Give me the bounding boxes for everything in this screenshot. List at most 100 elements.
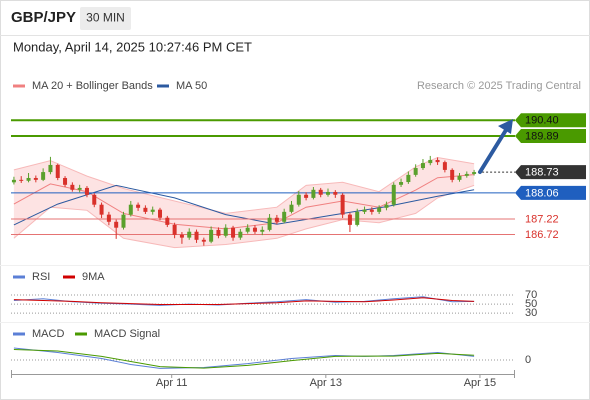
candle-body: [377, 207, 382, 212]
candle-body: [165, 217, 170, 225]
candle-body: [209, 229, 214, 242]
candle-body: [179, 234, 184, 238]
candle-body: [216, 229, 221, 236]
forecast-arrowhead: [498, 119, 513, 134]
candle-body: [252, 227, 257, 232]
macd-line: [13, 347, 475, 369]
candle-body: [340, 194, 345, 215]
candle-body: [369, 209, 374, 212]
candle-body: [362, 209, 367, 212]
candle-body: [11, 179, 16, 183]
macd-line: [13, 349, 475, 369]
candle-body: [472, 172, 477, 174]
candle-body: [326, 191, 331, 195]
candle-body: [223, 227, 228, 236]
candle-body: [150, 209, 155, 212]
level-label: 190.40: [525, 115, 559, 127]
level-label: 188.06: [525, 187, 559, 199]
candle-body: [457, 175, 462, 180]
candle-body: [121, 214, 126, 228]
candle-body: [26, 177, 31, 181]
legend-macd: MACD: [32, 328, 64, 340]
candle-body: [55, 164, 60, 178]
candle-body: [84, 187, 89, 195]
level-label: 186.72: [525, 229, 559, 241]
rsi-tick-label: 50: [525, 298, 537, 310]
candle-body: [187, 231, 192, 238]
candle-body: [311, 189, 316, 198]
candle-body: [231, 227, 236, 238]
candle-body: [245, 227, 250, 232]
candle-body: [391, 184, 396, 205]
rsi-tick-label: 70: [525, 289, 537, 301]
x-tick-label: Apr 15: [464, 377, 496, 389]
rsi-tick-label: 30: [525, 307, 537, 319]
candle-body: [267, 217, 272, 230]
level-label-box: [515, 165, 586, 180]
legend-macd: MACD Signal: [94, 328, 160, 340]
candle-body: [70, 184, 75, 190]
candle-body: [260, 229, 265, 232]
x-tick-label: Apr 13: [310, 377, 342, 389]
candle-body: [333, 191, 338, 195]
legend-ma20: MA 20 + Bollinger Bands: [32, 80, 153, 92]
candle-body: [172, 224, 177, 235]
candle-body: [435, 159, 440, 163]
legend-ma50: MA 50: [176, 80, 207, 92]
source: Research © 2025 Trading Central: [417, 80, 581, 92]
candle-body: [143, 207, 148, 212]
candle-body: [238, 231, 243, 238]
level-label-box: [515, 185, 586, 200]
candle-body: [92, 194, 97, 205]
candle-body: [442, 162, 447, 170]
candle-body: [347, 214, 352, 225]
bollinger-lower: [13, 184, 475, 249]
candle-body: [274, 217, 279, 222]
candle-body: [41, 172, 46, 180]
candle-body: [99, 204, 104, 215]
candle-body: [201, 239, 206, 242]
forecast-arrow: [478, 128, 508, 174]
symbol: GBP/JPY: [11, 9, 76, 26]
level-label-box: [515, 113, 586, 128]
x-tick-label: Apr 11: [156, 377, 188, 389]
legend-rsi: RSI: [32, 271, 50, 283]
candle-body: [318, 189, 323, 195]
level-label-box: [515, 129, 586, 144]
timeframe: 30 MIN: [86, 11, 125, 25]
candle-body: [158, 209, 163, 218]
candle-body: [420, 163, 425, 169]
candle-body: [136, 204, 141, 208]
candle-body: [106, 214, 111, 222]
candle-body: [282, 211, 287, 222]
timeframe-box: [80, 7, 131, 30]
candle-body: [19, 179, 24, 181]
level-label: 188.73: [525, 166, 559, 178]
bollinger-area: [13, 157, 475, 248]
candle-body: [77, 187, 82, 190]
legend-rsi: 9MA: [82, 271, 105, 283]
level-label: 189.89: [525, 130, 559, 142]
candle-body: [114, 221, 119, 228]
candle-body: [63, 177, 68, 185]
candle-body: [450, 169, 455, 180]
subtitle: Monday, April 14, 2025 10:27:46 PM CET: [13, 39, 252, 54]
level-label: 187.22: [525, 213, 559, 225]
candle-body: [33, 177, 38, 180]
candle-body: [428, 159, 433, 164]
macd-tick-label: 0: [525, 354, 531, 366]
candle-body: [464, 173, 469, 176]
candle-body: [406, 174, 411, 183]
candle-body: [384, 204, 389, 208]
candle-body: [194, 231, 199, 240]
candle-body: [355, 211, 360, 225]
candle-body: [413, 168, 418, 175]
candle-body: [304, 194, 309, 198]
candle-body: [296, 194, 301, 205]
candle-body: [399, 182, 404, 185]
candle-body: [48, 164, 53, 173]
rsi-line: [13, 297, 475, 305]
plot: MA 20 + Bollinger Bands MA 50 190.40 189.89…: [11, 80, 586, 389]
candle-body: [128, 204, 133, 215]
